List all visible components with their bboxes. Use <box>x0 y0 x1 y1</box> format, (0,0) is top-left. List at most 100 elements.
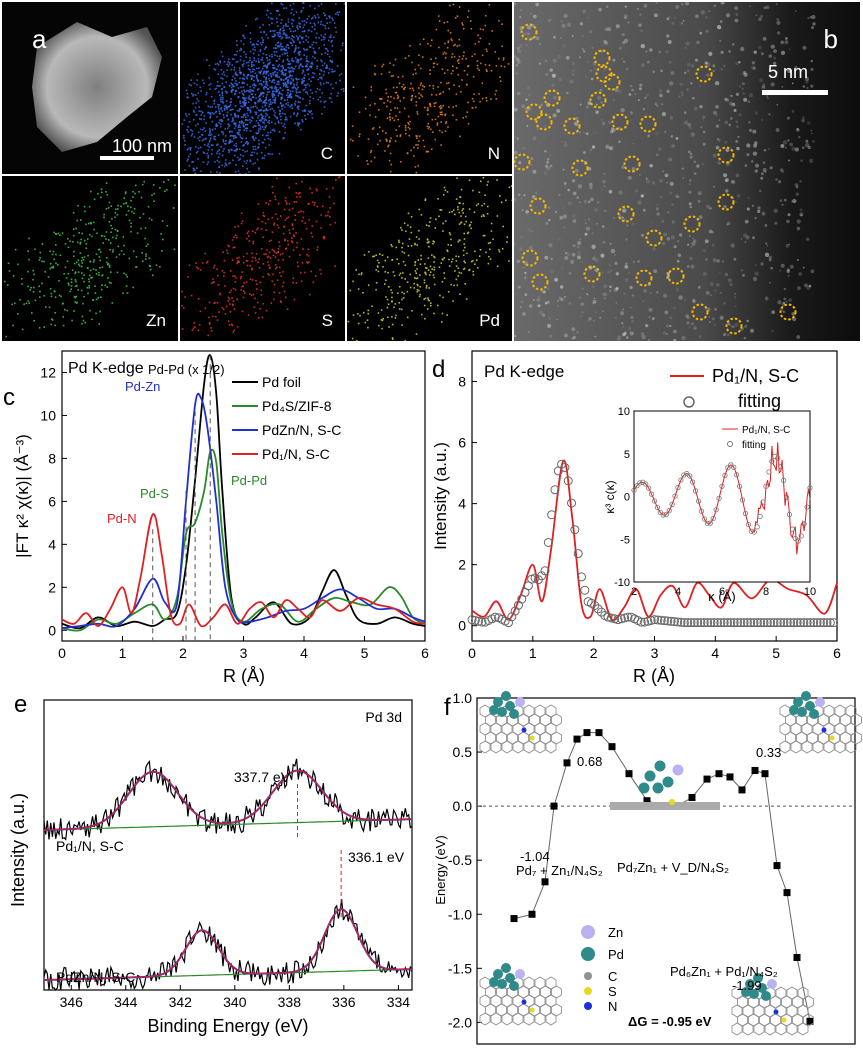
eds-dot <box>387 317 389 319</box>
eds-dot <box>379 253 381 255</box>
eds-dot <box>259 95 261 97</box>
stem-texture <box>522 209 524 211</box>
sample-label: PdZn/N, S-C <box>56 969 135 985</box>
eds-dot <box>457 267 459 269</box>
stem-texture <box>771 330 773 332</box>
eds-dot <box>129 258 131 260</box>
eds-dot <box>335 222 337 224</box>
eds-dot <box>263 53 265 55</box>
eds-dot <box>243 144 245 146</box>
stem-texture <box>729 283 733 287</box>
stem-texture <box>525 210 529 214</box>
eds-dot <box>444 187 446 189</box>
stem-texture <box>694 161 696 163</box>
n-atom <box>822 728 827 733</box>
eds-dot <box>452 300 454 302</box>
eds-dot <box>311 92 313 94</box>
eds-dot <box>82 316 84 318</box>
eds-dot <box>214 99 216 101</box>
eds-dot <box>396 259 398 261</box>
stem-texture <box>698 200 701 203</box>
eds-dot <box>117 208 119 210</box>
eds-dot <box>111 218 113 220</box>
eds-dot <box>451 38 453 40</box>
eds-dot <box>320 101 322 103</box>
eds-dot <box>312 26 314 28</box>
stem-texture <box>779 269 781 271</box>
eds-dot <box>495 90 497 92</box>
eds-dot <box>9 270 11 272</box>
eds-dot <box>123 203 125 205</box>
eds-dot <box>463 261 465 263</box>
eds-dot <box>278 227 280 229</box>
eds-dot <box>321 70 323 72</box>
stem-texture <box>561 266 564 269</box>
eds-dot <box>292 45 294 47</box>
eds-dot <box>264 118 266 120</box>
eds-dot <box>499 76 501 78</box>
eds-dot <box>272 274 274 276</box>
stem-texture <box>699 105 702 108</box>
stem-texture <box>728 50 731 53</box>
eds-dot <box>387 100 389 102</box>
eds-dot <box>249 98 251 100</box>
eds-dot <box>268 256 270 258</box>
eds-dot <box>278 121 280 123</box>
eds-dot <box>352 281 354 283</box>
eds-dot <box>231 79 233 81</box>
eds-dot <box>240 87 242 89</box>
eds-dot <box>442 230 444 232</box>
inset-y-label: κ³ c(κ) <box>603 480 617 513</box>
stem-texture <box>521 104 525 108</box>
eds-dot <box>449 5 451 7</box>
eds-dot <box>403 293 405 295</box>
eds-dot <box>252 49 254 51</box>
eds-dot <box>161 250 163 252</box>
stem-texture <box>723 205 726 208</box>
eds-dot <box>242 221 244 223</box>
eds-dot <box>417 289 419 291</box>
eds-dot <box>314 202 316 204</box>
stem-texture <box>689 235 691 237</box>
eds-dot <box>129 220 131 222</box>
eds-dot <box>76 296 78 298</box>
energy-point <box>704 776 711 783</box>
stem-texture <box>667 211 669 213</box>
eds-dot <box>295 101 297 103</box>
eds-dot <box>72 269 74 271</box>
stem-texture <box>656 154 659 157</box>
eds-dot <box>98 297 100 299</box>
eds-dot <box>441 132 443 134</box>
eds-dot <box>236 44 238 46</box>
eds-dot <box>264 48 266 50</box>
eds-dot <box>301 181 303 183</box>
eds-dot <box>224 166 226 168</box>
eds-dot <box>316 249 318 251</box>
eds-dot <box>496 179 498 181</box>
eds-dot <box>313 48 315 50</box>
eds-dot <box>440 144 442 146</box>
eds-dot <box>446 121 448 123</box>
eds-dot <box>473 76 475 78</box>
eds-dot <box>444 72 446 74</box>
eds-dot <box>323 12 325 14</box>
eds-dot <box>257 18 259 20</box>
eds-dot <box>235 72 237 74</box>
stem-texture <box>691 246 693 248</box>
stem-texture <box>732 180 736 184</box>
eds-dot <box>260 31 262 33</box>
stem-texture <box>630 316 633 319</box>
eds-dot <box>335 179 337 181</box>
eds-dot <box>88 285 90 287</box>
eds-dot <box>391 316 393 318</box>
stem-texture <box>769 256 773 260</box>
eds-dot <box>295 201 297 203</box>
eds-dot <box>446 314 448 316</box>
eds-dot <box>252 136 254 138</box>
eds-dot <box>222 73 224 75</box>
eds-dot <box>311 31 313 33</box>
eds-dot <box>90 277 92 279</box>
eds-dot <box>243 44 245 46</box>
eds-dot <box>200 269 202 271</box>
stem-texture <box>744 337 747 340</box>
